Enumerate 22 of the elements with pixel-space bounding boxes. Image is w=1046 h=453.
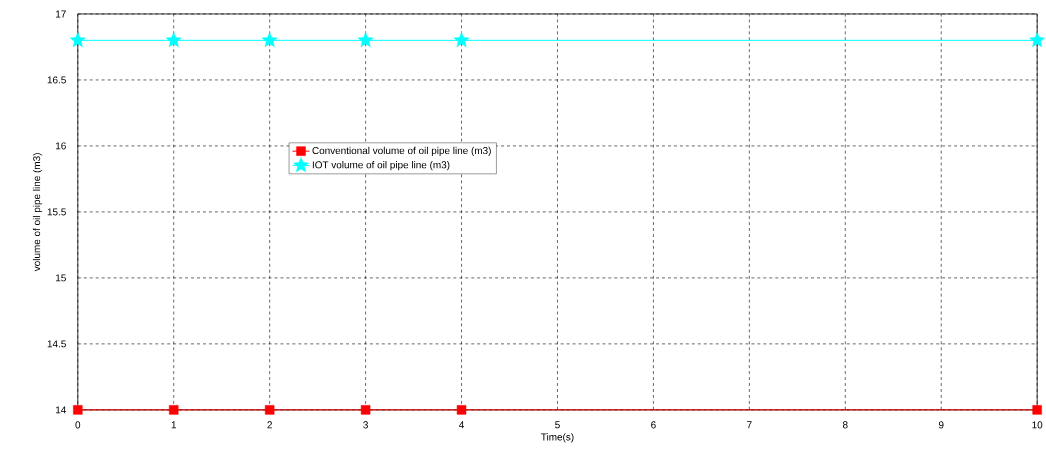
legend-label: Conventional volume of oil pipe line (m3) xyxy=(312,146,491,157)
y-tick-label: 15 xyxy=(56,274,66,282)
y-tick-label: 17 xyxy=(56,10,66,18)
x-tick-label: 5 xyxy=(555,421,560,429)
y-tick-label: 14 xyxy=(56,406,67,414)
y-axis-title: volume of oil pipe line (m3) xyxy=(32,153,43,272)
y-tick-label: 15.5 xyxy=(47,208,66,216)
y-tick-label: 16.5 xyxy=(47,76,66,84)
x-tick-label: 6 xyxy=(651,421,656,429)
x-tick-label: 0 xyxy=(75,421,81,429)
x-axis-title: Time(s) xyxy=(541,433,574,443)
x-tick-label: 1 xyxy=(171,421,177,429)
x-tick-label: 8 xyxy=(842,421,848,429)
x-tick-label: 10 xyxy=(1032,421,1043,429)
legend-label: IOT volume of oil pipe line (m3) xyxy=(312,161,450,171)
x-tick-label: 7 xyxy=(747,421,752,429)
x-tick-label: 3 xyxy=(363,421,368,429)
x-tick-label: 2 xyxy=(267,421,272,429)
x-tick-label: 9 xyxy=(938,421,944,429)
y-tick-label: 16 xyxy=(56,142,66,150)
y-tick-label: 14.5 xyxy=(47,340,66,348)
x-tick-label: 4 xyxy=(459,421,465,429)
